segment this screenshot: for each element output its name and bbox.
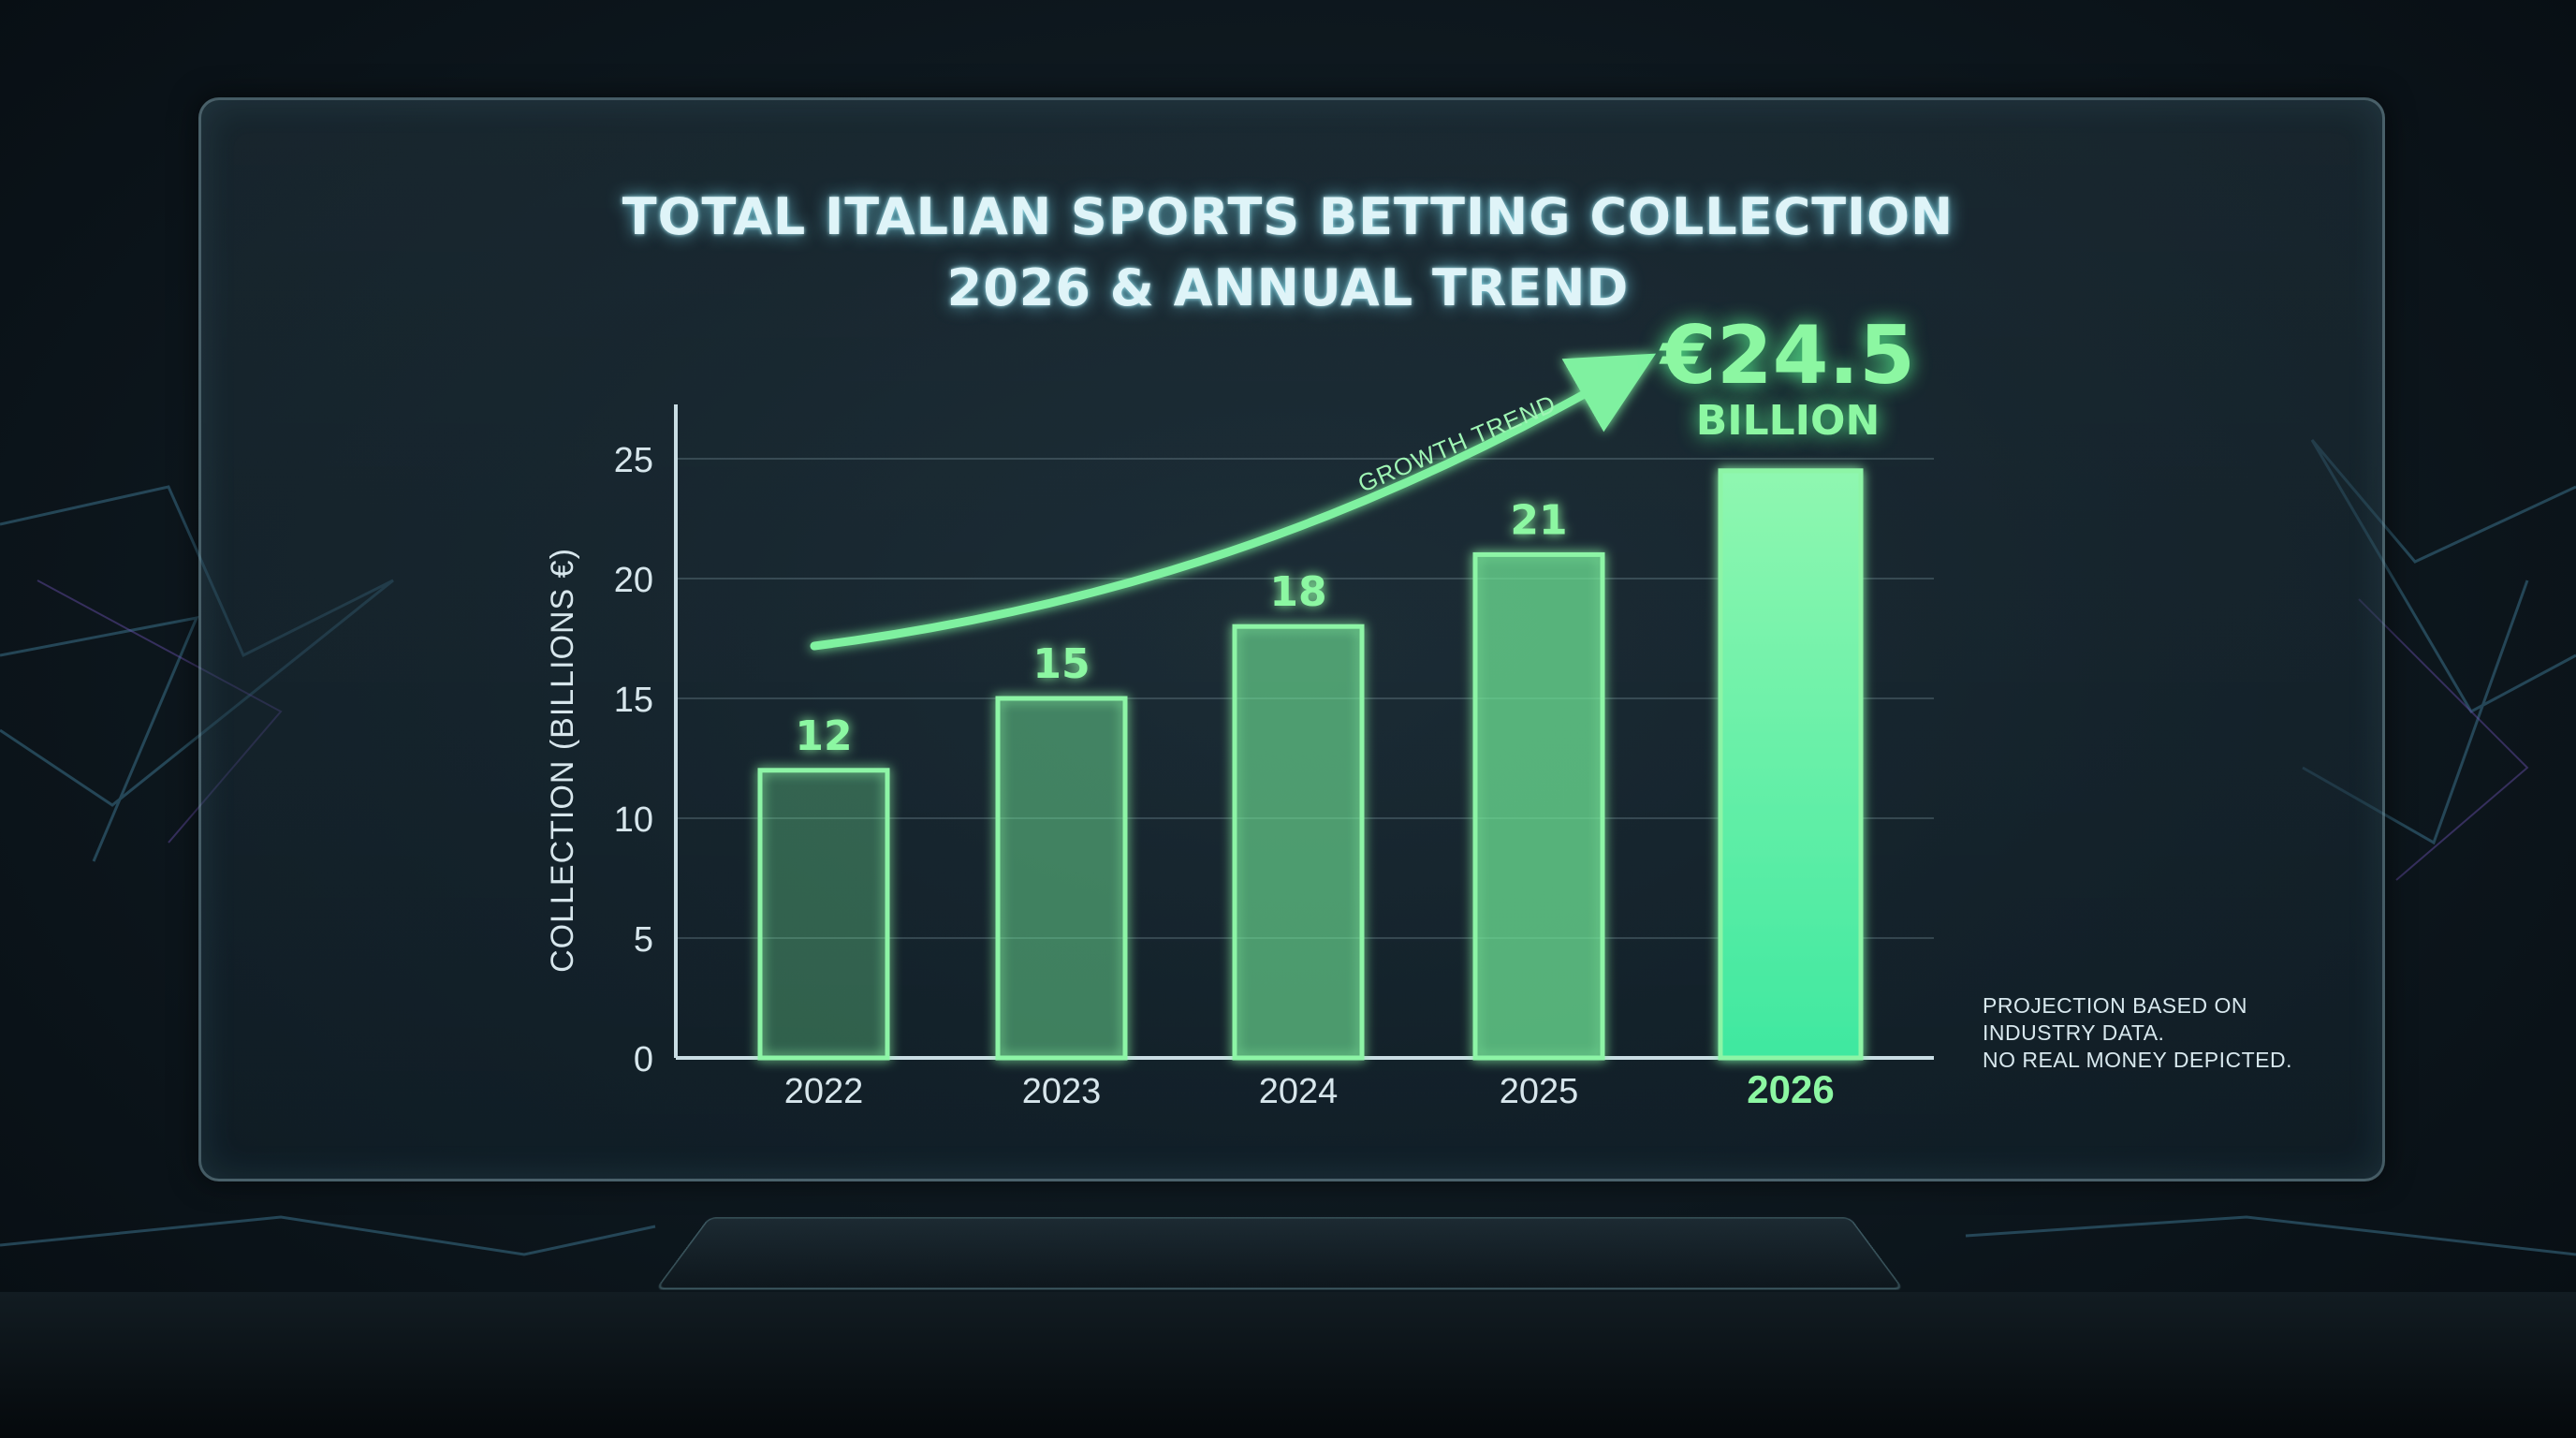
footnote-line: NO REAL MONEY DEPICTED.: [1983, 1048, 2293, 1072]
bar: [757, 768, 890, 1061]
x-tick-label: 2026: [1747, 1067, 1834, 1111]
bar-data-label: 12: [795, 712, 852, 760]
desk-surface: [0, 1292, 2576, 1438]
bar-data-label: 18: [1269, 568, 1326, 616]
y-axis-label: COLLECTION (BILLIONS €): [545, 548, 580, 973]
chart-title-line-1: TOTAL ITALIAN SPORTS BETTING COLLECTION: [622, 187, 1954, 246]
bar: [1472, 551, 1605, 1061]
x-tick-label: 2025: [1500, 1072, 1579, 1111]
bar-data-label: 21: [1510, 496, 1567, 544]
growth-trend-label: GROWTH TREND: [1354, 389, 1559, 498]
y-tick-label: 0: [634, 1040, 653, 1079]
bar-data-label: 15: [1032, 640, 1090, 688]
growth-trend-arrow: [810, 353, 1657, 651]
y-tick-label: 5: [634, 920, 653, 960]
footnote-line: INDUSTRY DATA.: [1983, 1020, 2165, 1045]
y-tick-label: 20: [614, 561, 653, 600]
y-tick-label: 15: [614, 681, 653, 720]
y-tick-label: 25: [614, 441, 653, 480]
x-tick-label: 2024: [1259, 1072, 1339, 1111]
highlight-unit: BILLION: [1695, 397, 1881, 445]
y-tick-label: 10: [614, 800, 653, 840]
bar: [1718, 468, 1864, 1061]
footnote: PROJECTION BASED ON INDUSTRY DATA. NO RE…: [1983, 992, 2376, 1074]
chart-title-line-2: 2026 & ANNUAL TREND: [946, 258, 1630, 317]
footnote-line: PROJECTION BASED ON: [1983, 993, 2247, 1018]
x-tick-label: 2022: [784, 1072, 864, 1111]
bar: [995, 696, 1128, 1061]
highlight-value: €24.5: [1660, 309, 1916, 403]
bar: [1232, 624, 1365, 1061]
x-tick-label: 2023: [1022, 1072, 1102, 1111]
desk-console: [655, 1217, 1904, 1290]
